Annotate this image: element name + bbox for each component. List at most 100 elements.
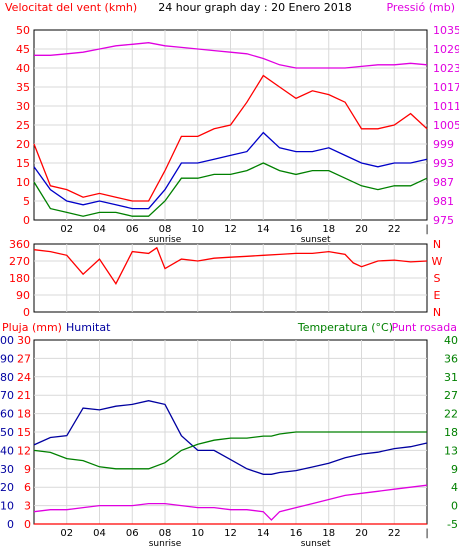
temp-x-tick-label: 02 (60, 528, 73, 539)
wind-axis-title: Velocitat del vent (kmh) (5, 1, 137, 14)
wind-x-tick-label: 02 (60, 224, 73, 235)
humidity-line (33, 400, 428, 475)
temperature-tick-label: 40 (444, 334, 458, 347)
humidity-tick-label: 70 (0, 389, 14, 402)
pressure-axis-title: Pressió (mb) (386, 1, 455, 14)
humidity-axis-title: Humitat (66, 321, 111, 334)
compass-tick-label: N (433, 238, 441, 251)
wind-tick-label: 10 (16, 176, 30, 189)
temp-x-tick-label: 20 (355, 528, 368, 539)
wind-x-tick-label: 08 (159, 224, 172, 235)
pressure-tick-label: 993 (433, 157, 454, 170)
rain-tick-label: 0 (24, 518, 31, 531)
rain-tick-label: 18 (17, 408, 31, 421)
wind-x-tick-label: 12 (224, 224, 237, 235)
temp-x-tick-label: 18 (322, 528, 335, 539)
sunset-label: sunset (301, 539, 331, 549)
wind-tick-label: 35 (16, 81, 30, 94)
temp-x-tick-label: 10 (191, 528, 204, 539)
temperature-tick-label: 36 (444, 352, 458, 365)
wind-x-tick-label: 14 (257, 224, 270, 235)
wind-tick-label: 45 (16, 43, 30, 56)
pressure-tick-label: 981 (433, 195, 454, 208)
wind-tick-label: 40 (16, 62, 30, 75)
compass-tick-label: E (434, 289, 441, 302)
wind-x-tick-label: 04 (93, 224, 106, 235)
direction-tick-label: 180 (9, 272, 30, 285)
wind-tick-label: 5 (23, 195, 30, 208)
wind_speed-line (33, 74, 428, 202)
sunset-label: sunset (301, 235, 331, 245)
direction-tick-label: 0 (23, 306, 30, 319)
direction-tick-label: 360 (9, 238, 30, 251)
temperature-tick-label: 13 (444, 444, 458, 457)
temp-x-tick-label: 22 (388, 528, 401, 539)
pressure-line (34, 42, 428, 69)
wind_avg-line (33, 131, 428, 210)
wind-tick-label: 30 (16, 100, 30, 113)
wind-x-tick-label: 20 (355, 224, 368, 235)
compass-tick-label: N (433, 306, 441, 319)
direction-tick-label: 270 (9, 255, 30, 268)
humidity-tick-label: 80 (0, 371, 14, 384)
dewpoint-line (33, 484, 428, 521)
temperature-tick-label: 31 (444, 371, 458, 384)
dewpoint-axis-title: Punt rosada (392, 321, 457, 334)
rain-tick-label: 30 (17, 334, 31, 347)
humidity-tick-label: 100 (0, 334, 14, 347)
humidity-tick-label: 30 (0, 463, 14, 476)
wind-x-tick-label: 22 (388, 224, 401, 235)
humidity-tick-label: 10 (0, 500, 14, 513)
wind-x-tick-label: 06 (126, 224, 139, 235)
wind-x-tick-label: 10 (191, 224, 204, 235)
temperature-axis-title: Temperatura (°C) (297, 321, 393, 334)
wind-x-tick-label: | (425, 224, 428, 235)
temperature-tick-label: 9 (451, 463, 458, 476)
temperature-tick-label: 22 (444, 408, 458, 421)
temp-x-tick-label: | (425, 528, 428, 539)
temperature-line (33, 431, 427, 470)
sunrise-label: sunrise (149, 539, 182, 549)
temp-x-tick-label: 16 (290, 528, 303, 539)
pressure-tick-label: 1035 (433, 24, 459, 37)
rain-axis-title: Pluja (mm) (2, 321, 62, 334)
humidity-tick-label: 60 (0, 408, 14, 421)
temperature-tick-label: 4 (451, 481, 458, 494)
temp-x-tick-label: 06 (126, 528, 139, 539)
humidity-tick-label: 0 (7, 518, 14, 531)
sunrise-label: sunrise (149, 235, 182, 245)
wind-x-tick-label: 18 (322, 224, 335, 235)
temp-x-tick-label: 12 (224, 528, 237, 539)
temperature-tick-label: -5 (447, 518, 458, 531)
direction-tick-label: 90 (16, 289, 30, 302)
humidity-tick-label: 50 (0, 426, 14, 439)
pressure-tick-label: 1005 (433, 119, 459, 132)
temp-x-tick-label: 14 (257, 528, 270, 539)
rain-tick-label: 24 (17, 371, 31, 384)
wind-x-tick-label: 16 (290, 224, 303, 235)
pressure-tick-label: 999 (433, 138, 454, 151)
wind-tick-label: 25 (16, 119, 30, 132)
humidity-tick-label: 20 (0, 481, 14, 494)
pressure-tick-label: 975 (433, 214, 454, 227)
compass-tick-label: W (432, 255, 443, 268)
temperature-tick-label: 0 (451, 500, 458, 513)
rain-tick-label: 27 (17, 352, 31, 365)
humidity-tick-label: 90 (0, 352, 14, 365)
compass-tick-label: S (434, 272, 441, 285)
rain-tick-label: 15 (17, 426, 31, 439)
rain-tick-label: 6 (24, 481, 31, 494)
pressure-tick-label: 1029 (433, 43, 459, 56)
pressure-tick-label: 1011 (433, 100, 459, 113)
pressure-tick-label: 1023 (433, 62, 459, 75)
rain-tick-label: 9 (24, 463, 31, 476)
chart-title: 24 hour graph day : 20 Enero 2018 (158, 1, 352, 14)
wind_min-line (33, 162, 428, 217)
rain-tick-label: 12 (17, 444, 31, 457)
pressure-tick-label: 1017 (433, 81, 459, 94)
wind-tick-label: 50 (16, 24, 30, 37)
rain-tick-label: 21 (17, 389, 31, 402)
temp-x-tick-label: 04 (93, 528, 106, 539)
